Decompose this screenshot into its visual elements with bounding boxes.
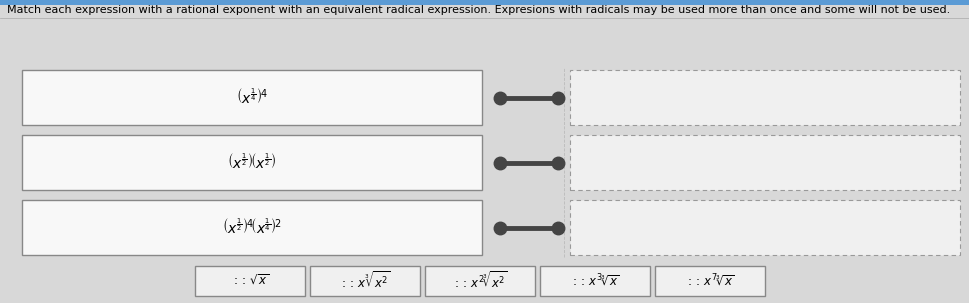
Bar	[570, 200, 959, 255]
Text: $::\,x^3\!\sqrt[3]{x}$: $::\,x^3\!\sqrt[3]{x}$	[570, 273, 619, 289]
Text: $::\,\sqrt{x}$: $::\,\sqrt{x}$	[231, 274, 269, 288]
Text: $::\,x\sqrt[3]{x^2}$: $::\,x\sqrt[3]{x^2}$	[339, 270, 391, 291]
Text: $\left(x^{\frac{1}{2}}\right)\!\left(x^{\frac{1}{2}}\right)$: $\left(x^{\frac{1}{2}}\right)\!\left(x^{…	[227, 153, 276, 172]
Bar	[22, 200, 482, 255]
Bar	[0, 0, 969, 5]
Text: $::\,x^2\!\sqrt[3]{x^2}$: $::\,x^2\!\sqrt[3]{x^2}$	[452, 270, 508, 291]
Bar	[654, 266, 765, 296]
Text: $\left(x^{\frac{1}{4}}\right)^{\!4}$: $\left(x^{\frac{1}{4}}\right)^{\!4}$	[235, 88, 267, 107]
Text: Match each expression with a rational exponent with an equivalent radical expres: Match each expression with a rational ex…	[7, 5, 950, 15]
Bar	[540, 266, 649, 296]
Bar	[195, 266, 304, 296]
Text: $\left(x^{\frac{1}{2}}\right)^{\!4}\!\left(x^{\frac{1}{4}}\right)^{\!2}$: $\left(x^{\frac{1}{2}}\right)^{\!4}\!\le…	[222, 218, 282, 237]
Text: $::\,x^7\!\sqrt[3]{x}$: $::\,x^7\!\sqrt[3]{x}$	[684, 273, 734, 289]
Bar	[22, 135, 482, 190]
Bar	[570, 135, 959, 190]
Bar	[310, 266, 420, 296]
Bar	[22, 70, 482, 125]
Bar	[424, 266, 535, 296]
Bar	[570, 70, 959, 125]
